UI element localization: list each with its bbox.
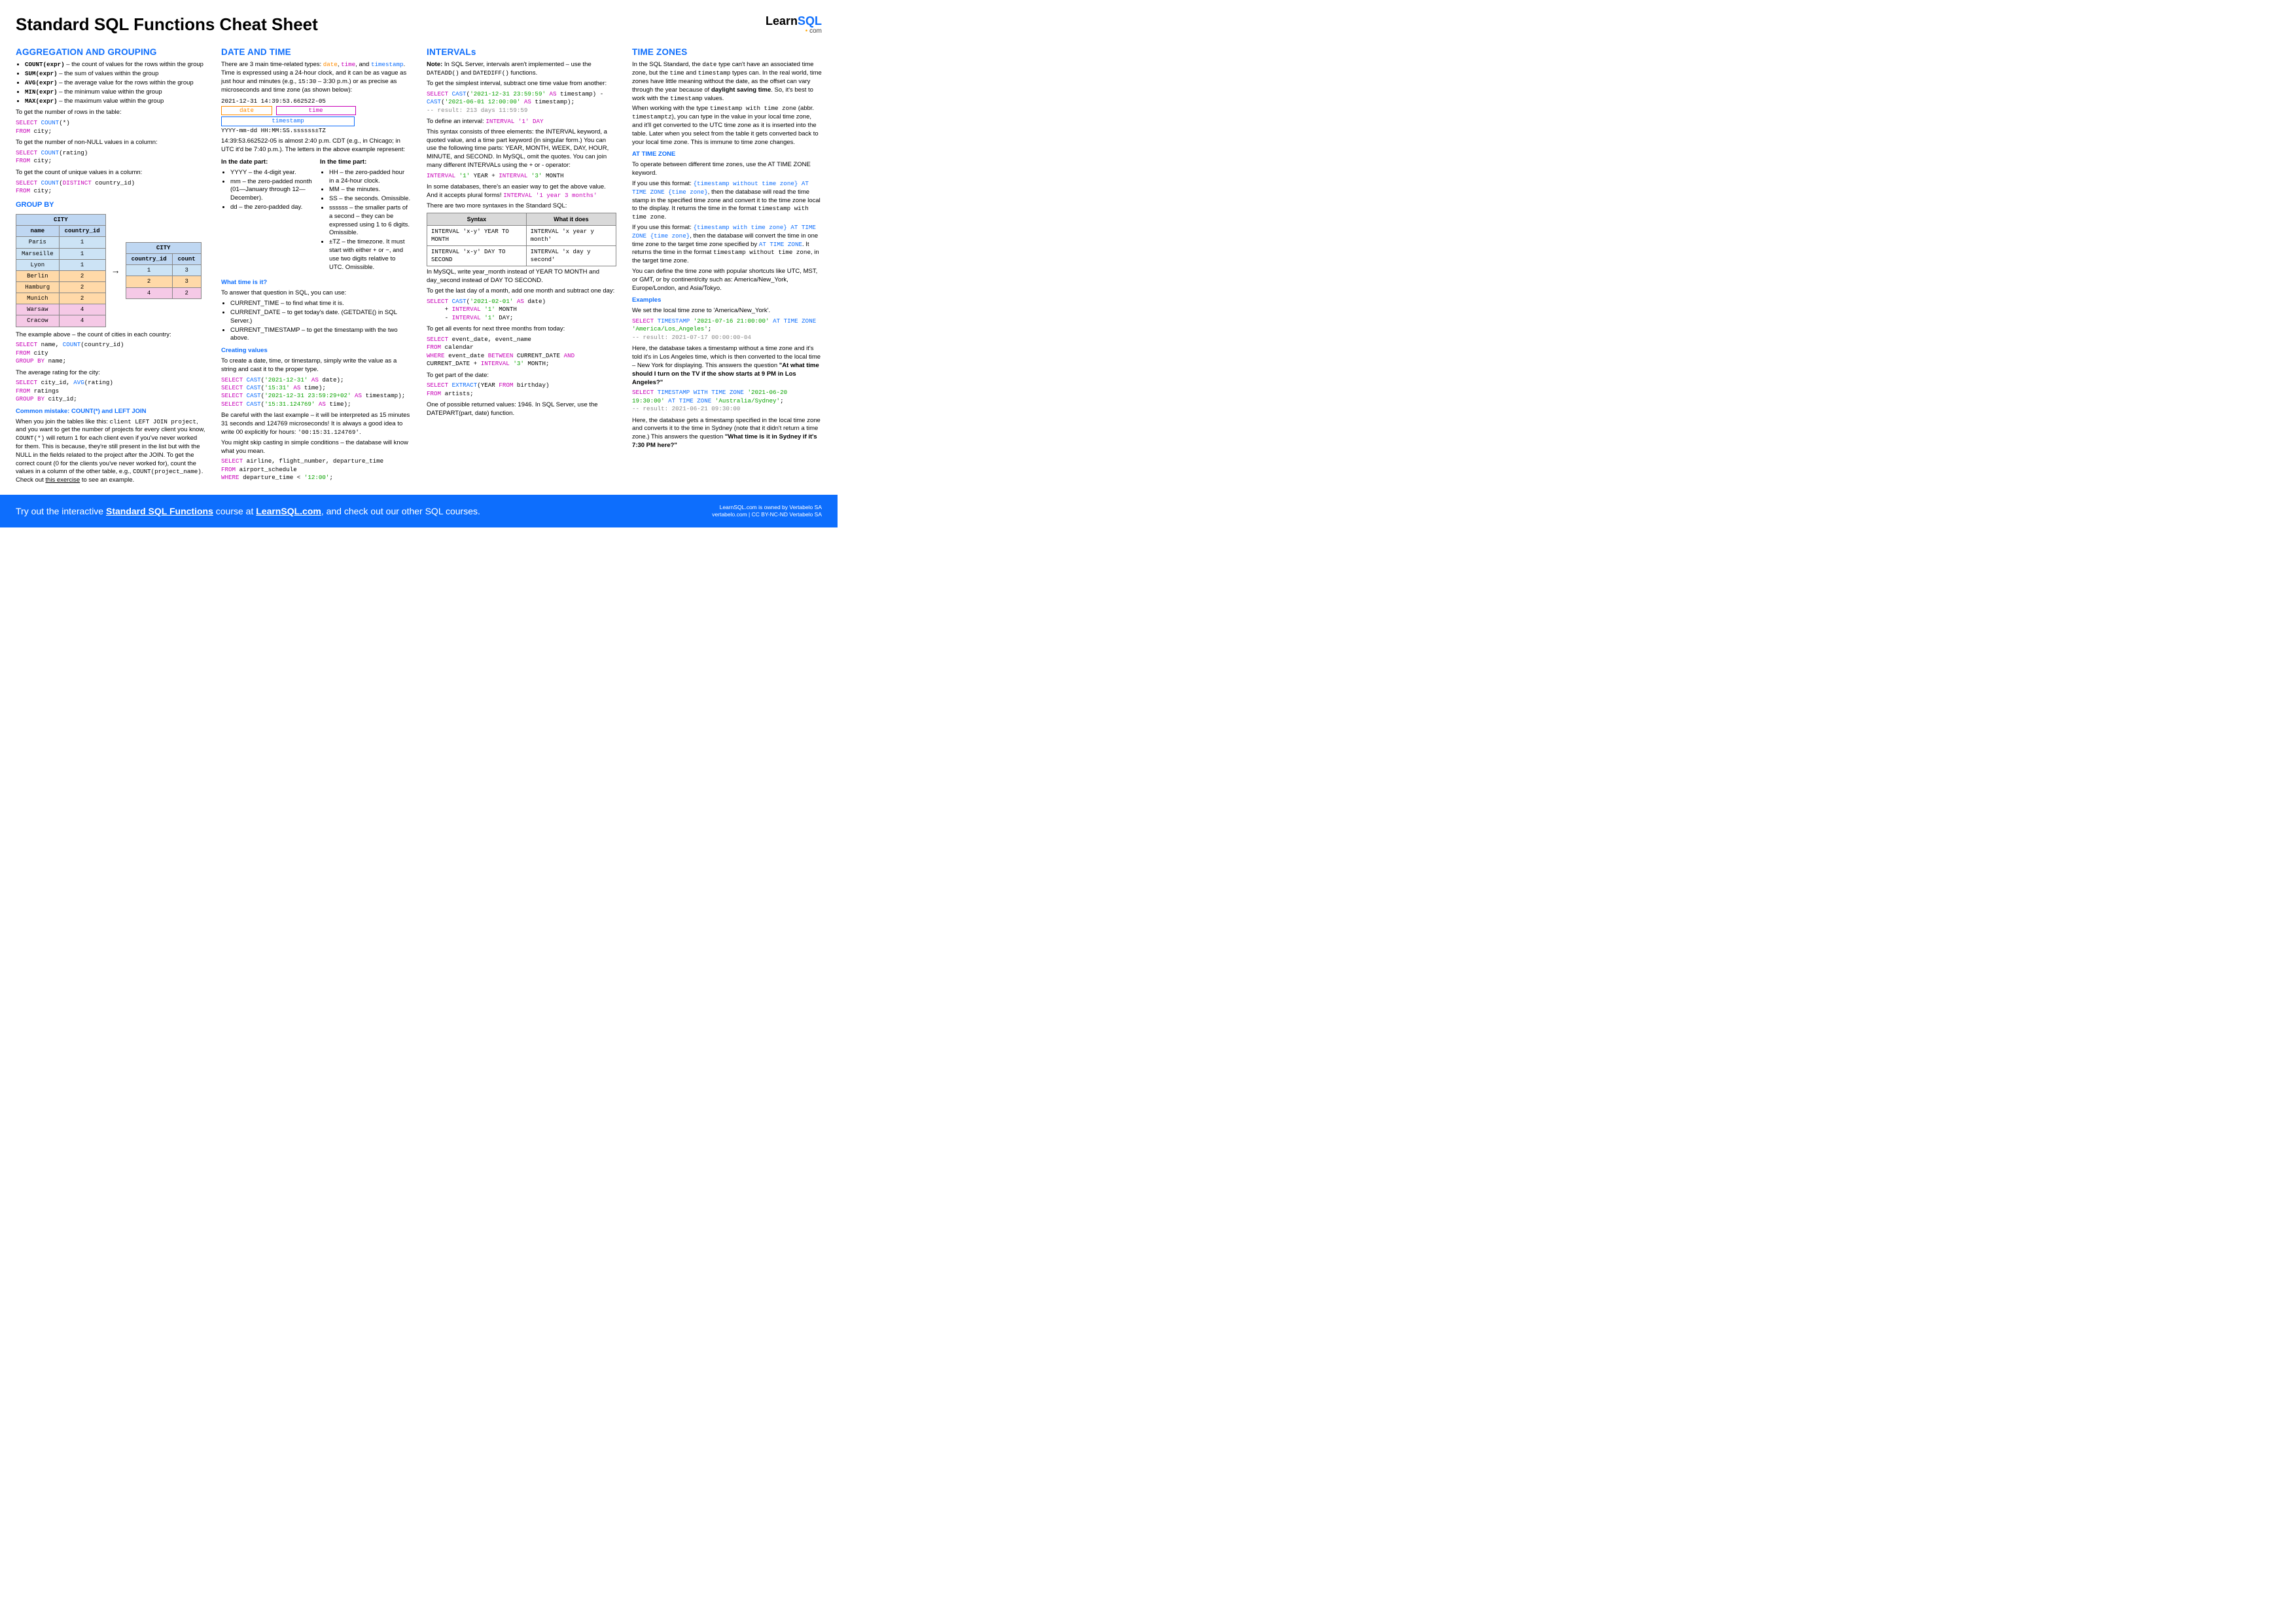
page-title: Standard SQL Functions Cheat Sheet [16,13,318,36]
text: Be careful with the last example – it wi… [221,412,411,437]
text: To get the number of non-NULL values in … [16,139,205,147]
heading-groupby: GROUP BY [16,200,205,210]
text: 14:39:53.662522-05 is almost 2:40 p.m. C… [221,137,411,154]
footer: Try out the interactive Standard SQL Fun… [0,495,838,527]
logo: LearnSQL • com [766,13,822,36]
col-aggregation: AGGREGATION AND GROUPING COUNT(expr) – t… [16,44,205,487]
heading-timezones: TIME ZONES [632,46,822,58]
sql-snippet: SELECT TIMESTAMP WITH TIME ZONE '2021-06… [632,389,822,413]
date-parts-list: YYYY – the 4-digit year. mm – the zero-p… [221,169,312,212]
sql-snippet: SELECT CAST('2021-12-31 23:59:59' AS tim… [427,90,616,115]
sql-snippet: SELECT city_id, AVG(rating) FROM ratings… [16,379,205,403]
course-link[interactable]: Standard SQL Functions [106,506,213,516]
heading-creating: Creating values [221,347,411,355]
sql-snippet: SELECT event_date, event_name FROM calen… [427,336,616,368]
site-link[interactable]: LearnSQL.com [256,506,321,516]
logo-learn: Learn [766,14,798,27]
syntax-table: SyntaxWhat it does INTERVAL 'x-y' YEAR T… [427,213,616,267]
sql-snippet: SELECT CAST('2021-02-01' AS date) + INTE… [427,298,616,322]
col-intervals: INTERVALs Note: In SQL Server, intervals… [427,44,616,487]
whattime-list: CURRENT_TIME – to find what time it is. … [221,300,411,343]
ex1-body: Here, the database takes a timestamp wit… [632,345,822,387]
heading-datetime: DATE AND TIME [221,46,411,58]
attz-f1: If you use this format: {timestamp witho… [632,180,822,222]
sql-snippet: SELECT airline, flight_number, departure… [221,457,411,482]
arrow-icon: → [111,264,120,277]
sql-snippet: SELECT COUNT(DISTINCT country_id) FROM c… [16,179,205,196]
header: Standard SQL Functions Cheat Sheet Learn… [16,13,822,36]
text: To define an interval: INTERVAL '1' DAY [427,118,616,126]
logo-sql: SQL [798,14,822,27]
sql-snippet: SELECT CAST('2021-12-31' AS date); SELEC… [221,376,411,409]
ex2-body: Here, the database gets a timestamp spec… [632,417,822,450]
time-parts-list: HH – the zero-padded hour in a 24-hour c… [320,169,411,272]
footer-text: Try out the interactive Standard SQL Fun… [16,505,480,518]
heading-examples: Examples [632,296,822,305]
tz-p2: When working with the type timestamp wit… [632,105,822,147]
sql-snippet: SELECT name, COUNT(country_id) FROM city… [16,341,205,365]
dt-intro: There are 3 main time-related types: dat… [221,61,411,94]
tz-p1: In the SQL Standard, the date type can't… [632,61,822,103]
heading-aggregation: AGGREGATION AND GROUPING [16,46,205,58]
text: In some databases, there's an easier way… [427,183,616,200]
table-city: CITY namecountry_id Paris1 Marseille1 Ly… [16,214,106,327]
logo-com: • com [766,27,822,36]
table-city-agg: CITY country_idcount 13 23 42 [126,242,202,299]
exercise-link[interactable]: this exercise [45,476,80,484]
page: Standard SQL Functions Cheat Sheet Learn… [0,0,838,487]
text: The example above – the count of cities … [16,331,205,340]
note: Note: In SQL Server, intervals aren't im… [427,61,616,78]
agg-fn-list: COUNT(expr) – the count of values for th… [16,61,205,105]
heading-intervals: INTERVALs [427,46,616,58]
sql-snippet: SELECT EXTRACT(YEAR FROM birthday) FROM … [427,382,616,398]
col-datetime: DATE AND TIME There are 3 main time-rela… [221,44,411,487]
attz-f2: If you use this format: {timestamp with … [632,224,822,266]
footer-legal: LearnSQL.com is owned by Vertabelo SA ve… [712,504,822,518]
columns: AGGREGATION AND GROUPING COUNT(expr) – t… [16,44,822,487]
heading-attz: AT TIME ZONE [632,151,822,159]
heading-mistake: Common mistake: COUNT(*) and LEFT JOIN [16,408,205,416]
mistake-body: When you join the tables like this: clie… [16,418,205,486]
text: To get the number of rows in the table: [16,109,205,117]
text: The average rating for the city: [16,369,205,378]
sql-snippet: INTERVAL '1' YEAR + INTERVAL '3' MONTH [427,172,616,180]
col-timezones: TIME ZONES In the SQL Standard, the date… [632,44,822,487]
heading-whattime: What time is it? [221,279,411,287]
sql-snippet: SELECT TIMESTAMP '2021-07-16 21:00:00' A… [632,317,822,342]
text: To get the count of unique values in a c… [16,169,205,177]
sql-snippet: SELECT COUNT(*) FROM city; [16,119,205,135]
groupby-diagram: CITY namecountry_id Paris1 Marseille1 Ly… [16,212,205,329]
timestamp-diagram: 2021-12-31 14:39:53.662522-05 date time … [221,98,411,135]
sql-snippet: SELECT COUNT(rating) FROM city; [16,149,205,166]
